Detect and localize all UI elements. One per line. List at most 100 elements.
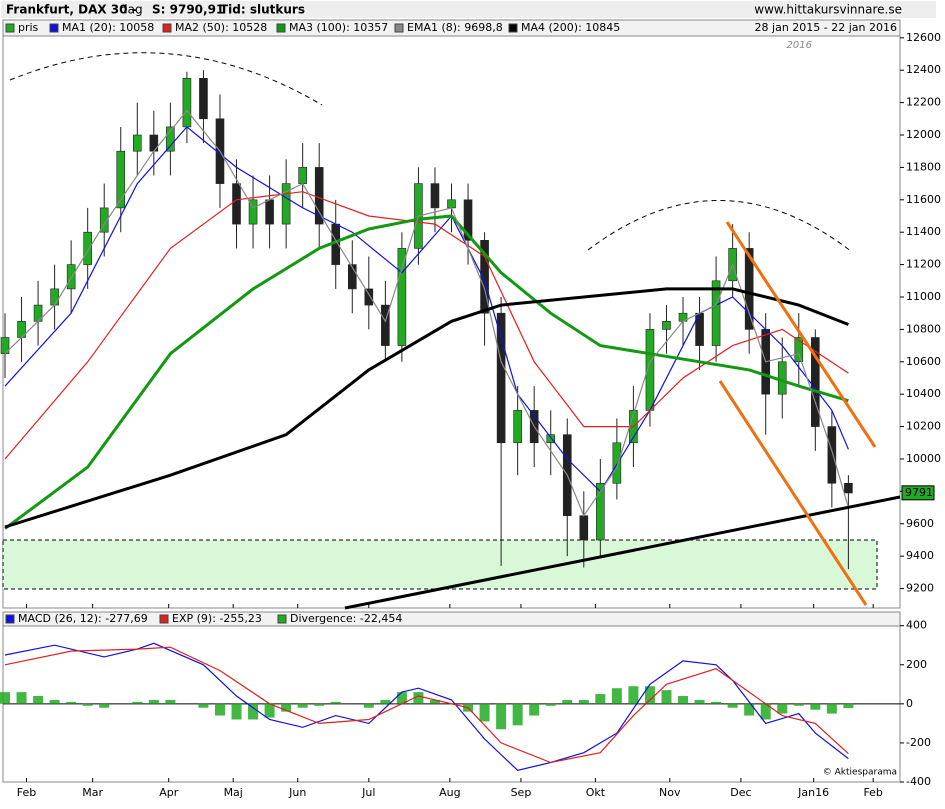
- divergence-bar: [82, 703, 93, 706]
- divergence-bar: [595, 694, 606, 704]
- legend-swatch: [508, 23, 518, 33]
- candle-body: [281, 183, 291, 225]
- candle-body: [397, 248, 407, 346]
- legend-label: pris: [18, 21, 39, 34]
- divergence-bar: [529, 703, 540, 716]
- x-tick-label: Aug: [439, 786, 460, 799]
- candle-body: [83, 231, 92, 265]
- divergence-bar: [0, 692, 10, 704]
- divergence-bar: [678, 696, 689, 704]
- candle-body: [50, 288, 59, 306]
- candle-body: [166, 126, 175, 152]
- legend-swatch: [276, 23, 286, 33]
- ma-line: [4, 214, 849, 530]
- divergence-bar: [380, 699, 391, 704]
- divergence-bar: [826, 703, 837, 714]
- candle-body: [116, 150, 126, 209]
- candle-body: [364, 288, 374, 306]
- candle-body: [827, 426, 837, 484]
- x-tick-label: Jul: [361, 786, 375, 799]
- divergence-bar: [578, 699, 589, 704]
- candle-body: [596, 482, 605, 541]
- y-tick-label: -200: [906, 736, 931, 749]
- divergence-bar: [545, 703, 556, 706]
- legend-label: MACD (26, 12): -277,69: [18, 612, 148, 625]
- divergence-bar: [760, 703, 771, 720]
- y-tick-label: 11600: [906, 193, 941, 206]
- divergence-bar: [644, 686, 655, 704]
- candle-body: [777, 361, 787, 395]
- legend-label: Divergence: -22,454: [290, 612, 402, 625]
- divergence-bar: [214, 703, 225, 716]
- x-tick-label: Okt: [586, 786, 606, 799]
- candle-body: [182, 78, 192, 128]
- legend-label: MA4 (200): 10845: [521, 21, 620, 34]
- last-price-box: [901, 485, 935, 501]
- candle-body: [480, 239, 489, 314]
- divergence-bar: [727, 703, 738, 708]
- legend-label: MA1 (20): 10058: [62, 21, 154, 34]
- candle-body: [149, 134, 159, 152]
- divergence-bar: [611, 688, 622, 704]
- candle-body: [298, 167, 307, 184]
- divergence-bar: [843, 703, 854, 709]
- y-tick-label: 200: [906, 658, 927, 671]
- y-tick-label: 12000: [906, 128, 941, 141]
- candle-body: [463, 199, 473, 241]
- title: Frankfurt, DAX 30 -: [6, 3, 137, 17]
- divergence-bar: [793, 703, 804, 706]
- divergence-bar: [33, 696, 44, 704]
- y-tick-label: 400: [906, 619, 927, 632]
- arc-annotation: [587, 200, 853, 253]
- candle-body: [711, 280, 721, 346]
- y-tick-label: 12400: [906, 63, 941, 76]
- macd-legend-bar: [2, 611, 901, 627]
- divergence-bar: [628, 686, 639, 704]
- x-tick-label: Feb: [863, 786, 882, 799]
- divergence-bar: [49, 699, 60, 704]
- legend-swatch: [49, 23, 59, 33]
- divergence-bar: [165, 699, 176, 704]
- ma-line: [4, 191, 849, 460]
- x-tick-label: Apr: [159, 786, 179, 799]
- x-tick-label: Feb: [17, 786, 36, 799]
- divergence-bar: [264, 703, 275, 718]
- x-tick-label: Mar: [82, 786, 103, 799]
- candle-body: [579, 515, 589, 541]
- legend-label: MA2 (50): 10528: [175, 21, 267, 34]
- legend-label: MA3 (100): 10357: [289, 21, 388, 34]
- divergence-bar: [281, 703, 292, 712]
- divergence-bar: [363, 703, 374, 708]
- divergence-bar: [479, 703, 490, 722]
- y-tick-label: 9600: [906, 517, 934, 530]
- legend-bar: [2, 19, 901, 37]
- legend-label: EMA1 (8): 9698,8: [407, 21, 503, 34]
- y-tick-label: 10200: [906, 420, 941, 433]
- candle-body: [794, 337, 804, 363]
- period: dag: [120, 3, 143, 17]
- y-tick-label: 11800: [906, 160, 941, 173]
- candle-body: [662, 320, 671, 330]
- divergence-bar: [297, 703, 308, 708]
- divergence-bar: [694, 699, 705, 704]
- ma-line: [4, 109, 849, 517]
- divergence-bar: [66, 701, 77, 704]
- price-mode: Tid: slutkurs: [220, 3, 305, 17]
- support-zone: [2, 539, 878, 590]
- y-tick-label: 10400: [906, 387, 941, 400]
- year-note: 2016: [787, 40, 812, 51]
- y-tick-label: 11000: [906, 290, 941, 303]
- y-tick-label: 9200: [906, 582, 934, 595]
- plot-area: [0, 70, 900, 771]
- candle-body: [811, 337, 820, 427]
- divergence-bar: [148, 699, 159, 704]
- x-tick-label: Nov: [659, 786, 681, 799]
- legend-swatch: [394, 23, 404, 33]
- legend-label: EXP (9): -255,23: [172, 612, 262, 625]
- x-tick-label: Sep: [511, 786, 532, 799]
- candle-body: [347, 264, 357, 290]
- y-tick-label: 0: [906, 697, 913, 710]
- divergence-bar: [661, 690, 672, 704]
- y-tick-label: 11400: [906, 225, 941, 238]
